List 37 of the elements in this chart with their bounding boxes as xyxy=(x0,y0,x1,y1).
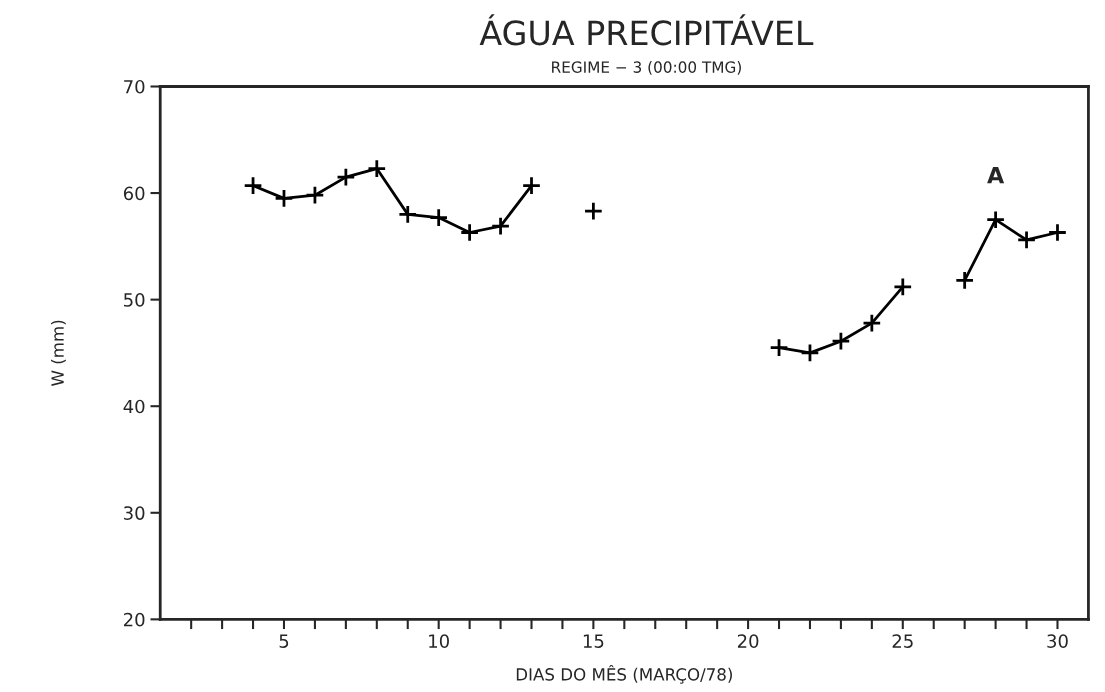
point xyxy=(1047,222,1068,243)
x-tick-label: 30 xyxy=(1047,634,1068,648)
y-tick-label: 50 xyxy=(124,293,145,307)
y-tick-label: 70 xyxy=(124,79,145,94)
x-tick-label: 20 xyxy=(737,634,759,648)
point xyxy=(428,207,449,228)
point xyxy=(862,313,882,333)
annotation: A xyxy=(987,167,1005,184)
point xyxy=(336,167,356,187)
chart-title: ÁGUA PRECIPITÁVEL xyxy=(479,14,814,46)
y-tick-label: 40 xyxy=(123,399,145,414)
point xyxy=(800,343,820,363)
point xyxy=(367,158,387,179)
x-tick-label: 15 xyxy=(583,634,604,648)
point xyxy=(274,188,294,209)
y-axis-title: W (mm) xyxy=(51,320,66,386)
point xyxy=(490,216,511,236)
point xyxy=(769,337,789,358)
point xyxy=(954,270,975,291)
point xyxy=(583,201,604,221)
x-tick-label: 25 xyxy=(892,634,913,648)
point xyxy=(243,175,263,196)
point xyxy=(398,204,418,225)
x-axis-title: DIAS DO MÊS (MARÇO/78) xyxy=(516,665,732,684)
point xyxy=(459,222,480,243)
point xyxy=(305,185,325,205)
y-tick-label: 30 xyxy=(124,506,145,520)
y-tick-label: 20 xyxy=(123,612,145,627)
chart-subtitle: REGIME − 3 (00:00 TMG) xyxy=(552,61,741,75)
point xyxy=(985,209,1006,230)
point xyxy=(893,277,913,297)
x-tick-label: 10 xyxy=(429,634,449,648)
y-tick-label: 60 xyxy=(123,186,145,201)
x-tick-label: 5 xyxy=(279,634,289,648)
point xyxy=(831,331,851,351)
point xyxy=(521,175,542,196)
point xyxy=(1016,230,1037,250)
